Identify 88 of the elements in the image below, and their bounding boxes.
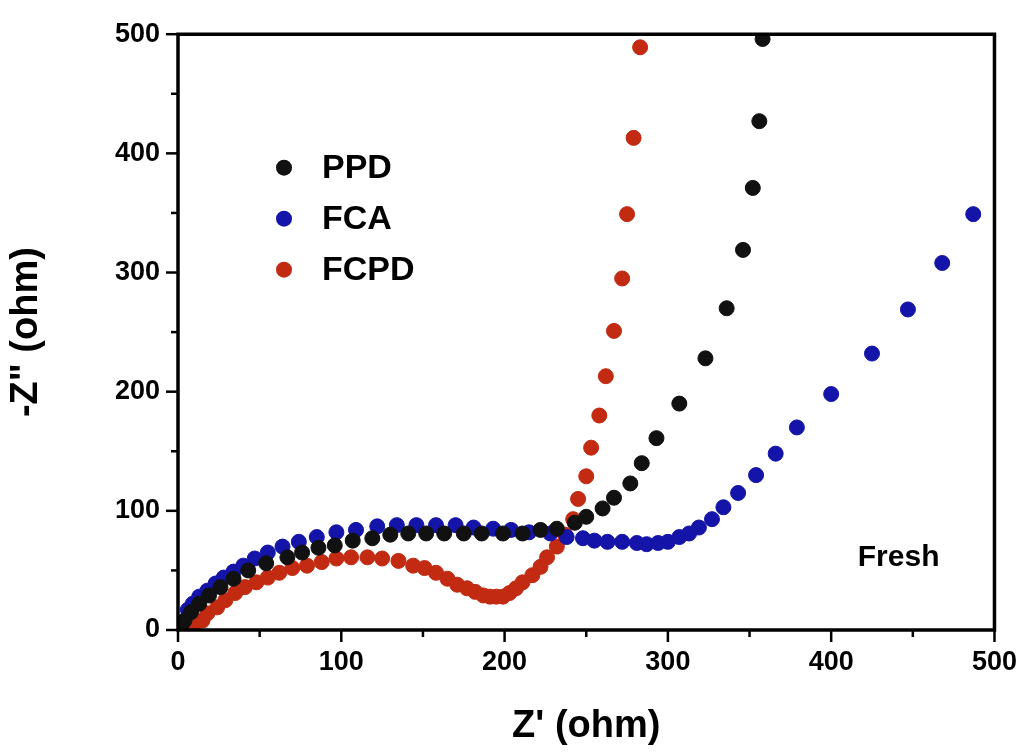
point	[279, 549, 296, 566]
point	[690, 519, 707, 536]
point	[225, 570, 242, 587]
point	[965, 206, 982, 223]
point	[632, 39, 649, 56]
point	[578, 468, 595, 485]
y-tick-label: 400	[114, 136, 160, 167]
point	[418, 525, 435, 542]
point	[514, 525, 531, 542]
point	[240, 562, 257, 579]
point	[473, 525, 490, 542]
legend-label: PPD	[322, 147, 392, 186]
point	[532, 521, 549, 538]
point	[455, 525, 472, 542]
point	[201, 587, 218, 604]
point	[648, 430, 665, 447]
point	[622, 475, 639, 492]
point	[748, 467, 765, 484]
point	[313, 554, 330, 571]
point	[294, 544, 311, 561]
y-tick-label: 0	[144, 613, 160, 644]
point	[344, 532, 361, 549]
point	[364, 530, 381, 547]
point	[436, 525, 453, 542]
point	[326, 537, 343, 554]
point	[899, 301, 916, 318]
x-axis-title: Z' (ohm)	[512, 702, 661, 745]
point	[548, 538, 565, 555]
point	[730, 484, 747, 501]
point	[625, 129, 642, 146]
point	[299, 557, 315, 574]
point	[606, 322, 622, 339]
point	[597, 368, 614, 385]
point	[614, 533, 631, 550]
point	[703, 511, 720, 528]
y-tick-label: 500	[114, 17, 160, 48]
point	[271, 564, 288, 581]
x-tick-label: 300	[645, 645, 691, 676]
point	[539, 549, 556, 566]
point	[619, 206, 636, 223]
annotation: Fresh	[857, 539, 940, 573]
point	[934, 254, 951, 271]
x-tick-label: 500	[971, 645, 1018, 676]
y-tick-label: 200	[114, 375, 160, 406]
y-tick-label: 300	[114, 255, 160, 286]
point	[767, 445, 784, 462]
point	[599, 533, 616, 550]
point	[744, 179, 761, 196]
x-tick-label: 200	[482, 645, 528, 676]
point	[359, 549, 376, 566]
legend-label: FCPD	[322, 249, 415, 288]
point	[614, 270, 631, 287]
point	[671, 395, 688, 412]
point	[578, 508, 595, 525]
y-tick-label: 100	[114, 494, 160, 525]
point	[586, 532, 603, 549]
point	[788, 419, 805, 436]
point	[570, 490, 587, 507]
x-tick-label: 0	[170, 645, 186, 676]
point	[718, 300, 735, 317]
point	[212, 579, 229, 596]
point	[310, 539, 327, 556]
point	[548, 520, 565, 537]
point	[400, 525, 417, 542]
x-tick-label: 400	[808, 645, 854, 676]
point	[751, 113, 768, 130]
point	[343, 549, 360, 566]
legend-label: FCA	[322, 198, 392, 237]
point	[328, 550, 345, 567]
point	[591, 407, 608, 424]
point	[735, 241, 751, 258]
point	[823, 386, 840, 403]
point	[374, 550, 391, 567]
point	[606, 489, 622, 506]
point	[382, 526, 399, 543]
y-axis-title: -Z" (ohm)	[3, 247, 46, 418]
point	[390, 552, 407, 569]
x-tick-label: 100	[318, 645, 364, 676]
point	[594, 500, 611, 517]
point	[864, 345, 880, 362]
point	[583, 439, 600, 456]
point	[697, 350, 714, 367]
point	[754, 34, 771, 47]
point	[715, 499, 732, 516]
point	[258, 555, 275, 572]
point	[328, 524, 345, 541]
point	[633, 455, 650, 472]
point	[494, 525, 511, 542]
